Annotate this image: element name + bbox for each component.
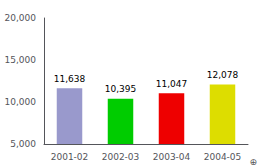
svg-text:20,000: 20,000 — [5, 13, 37, 23]
svg-text:15,000: 15,000 — [5, 55, 37, 65]
svg-text:2001-02: 2001-02 — [51, 152, 89, 162]
svg-text:2003-04: 2003-04 — [153, 152, 191, 162]
svg-text:11,638: 11,638 — [54, 74, 86, 84]
svg-text:⊕: ⊕ — [249, 157, 257, 167]
svg-text:2004-05: 2004-05 — [204, 152, 242, 162]
svg-text:5,000: 5,000 — [10, 139, 36, 149]
svg-text:2002-03: 2002-03 — [102, 152, 140, 162]
svg-text:11,047: 11,047 — [156, 79, 188, 89]
svg-text:10,395: 10,395 — [105, 84, 137, 94]
svg-text:12,078: 12,078 — [207, 70, 239, 80]
svg-text:10,000: 10,000 — [5, 97, 37, 107]
